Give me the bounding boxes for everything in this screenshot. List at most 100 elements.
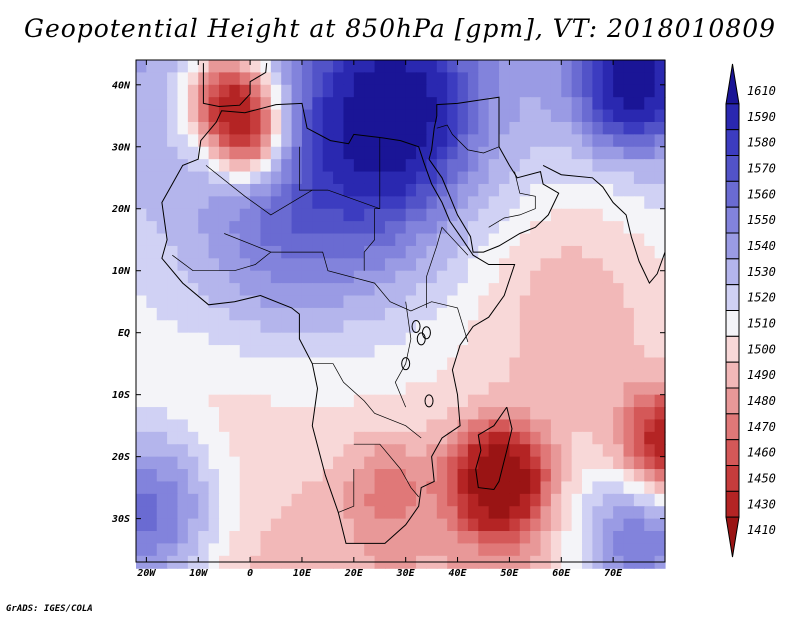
field-cell [519, 382, 531, 396]
field-cell [457, 196, 469, 210]
field-cell [654, 221, 666, 235]
field-cell [353, 146, 365, 160]
field-cell [146, 159, 158, 173]
colorbar-swatch [725, 180, 740, 208]
field-cell [291, 444, 303, 458]
field-cell [478, 84, 490, 98]
field-cell [561, 159, 573, 173]
field-cell [613, 394, 625, 408]
field-cell [592, 258, 604, 272]
field-cell [561, 469, 573, 483]
field-cell [395, 431, 407, 445]
field-cell [208, 233, 220, 247]
field-cell [540, 444, 552, 458]
field-cell [633, 146, 645, 160]
field-cell [426, 60, 438, 73]
field-cell [623, 407, 635, 421]
field-cell [146, 332, 158, 346]
field-cell [436, 146, 448, 160]
field-cell [343, 394, 355, 408]
field-cell [187, 469, 199, 483]
field-cell [509, 357, 521, 371]
field-cell [478, 320, 490, 334]
field-cell [395, 258, 407, 272]
field-cell [281, 469, 293, 483]
field-cell [136, 295, 147, 309]
field-cell [582, 221, 593, 235]
field-cell [146, 109, 158, 123]
field-cell [613, 419, 625, 433]
field-cell [353, 518, 365, 532]
field-cell [436, 60, 448, 73]
field-cell [260, 109, 272, 123]
field-cell [467, 531, 479, 545]
field-cell [457, 121, 469, 135]
field-cell [384, 97, 396, 111]
field-cell [395, 245, 407, 259]
field-cell [374, 245, 386, 259]
field-cell [613, 493, 625, 507]
field-cell [250, 481, 262, 495]
field-cell [540, 258, 552, 272]
border-line [426, 226, 469, 308]
field-cell [540, 431, 552, 445]
field-cell [250, 159, 262, 173]
field-cell [488, 345, 500, 359]
field-cell [146, 481, 158, 495]
field-cell [509, 531, 521, 545]
field-cell [499, 84, 511, 98]
field-cell [156, 221, 168, 235]
field-cell [488, 394, 500, 408]
field-cell [239, 109, 251, 123]
lake-outline [411, 319, 421, 333]
field-cell [146, 134, 158, 148]
field-cell [384, 134, 396, 148]
field-cell [322, 382, 334, 396]
field-cell [281, 121, 293, 135]
field-cell [136, 171, 147, 185]
field-cell [364, 221, 376, 235]
field-cell [146, 382, 158, 396]
field-cell [395, 283, 407, 297]
field-cell [250, 419, 262, 433]
field-cell [488, 270, 500, 284]
field-cell [457, 159, 469, 173]
field-cell [457, 357, 469, 371]
field-cell [322, 245, 334, 259]
field-cell [177, 60, 189, 73]
field-cell [467, 258, 479, 272]
field-cell [416, 233, 428, 247]
field-cell [613, 382, 625, 396]
field-cell [198, 431, 210, 445]
field-cell [146, 258, 158, 272]
field-cell [540, 320, 552, 334]
field-cell [374, 481, 386, 495]
field-cell [457, 183, 469, 197]
field-cell [654, 431, 666, 445]
field-cell [374, 221, 386, 235]
field-cell [436, 357, 448, 371]
field-cell [540, 357, 552, 371]
field-cell [239, 531, 251, 545]
field-cell [644, 456, 656, 470]
field-cell [478, 332, 490, 346]
field-cell [239, 407, 251, 421]
field-cell [447, 245, 459, 259]
field-cell [364, 84, 376, 98]
field-cell [530, 258, 542, 272]
field-cell [509, 431, 521, 445]
field-cell [353, 258, 365, 272]
field-cell [416, 109, 428, 123]
field-cell [198, 357, 210, 371]
field-cell [218, 258, 230, 272]
field-cell [519, 394, 531, 408]
field-cell [499, 332, 511, 346]
border-line [353, 443, 419, 498]
field-cell [187, 72, 199, 86]
field-cell [260, 320, 272, 334]
field-cell [426, 518, 438, 532]
field-cell [364, 332, 376, 346]
field-cell [644, 72, 656, 86]
field-cell [250, 121, 262, 135]
field-cell [312, 134, 324, 148]
